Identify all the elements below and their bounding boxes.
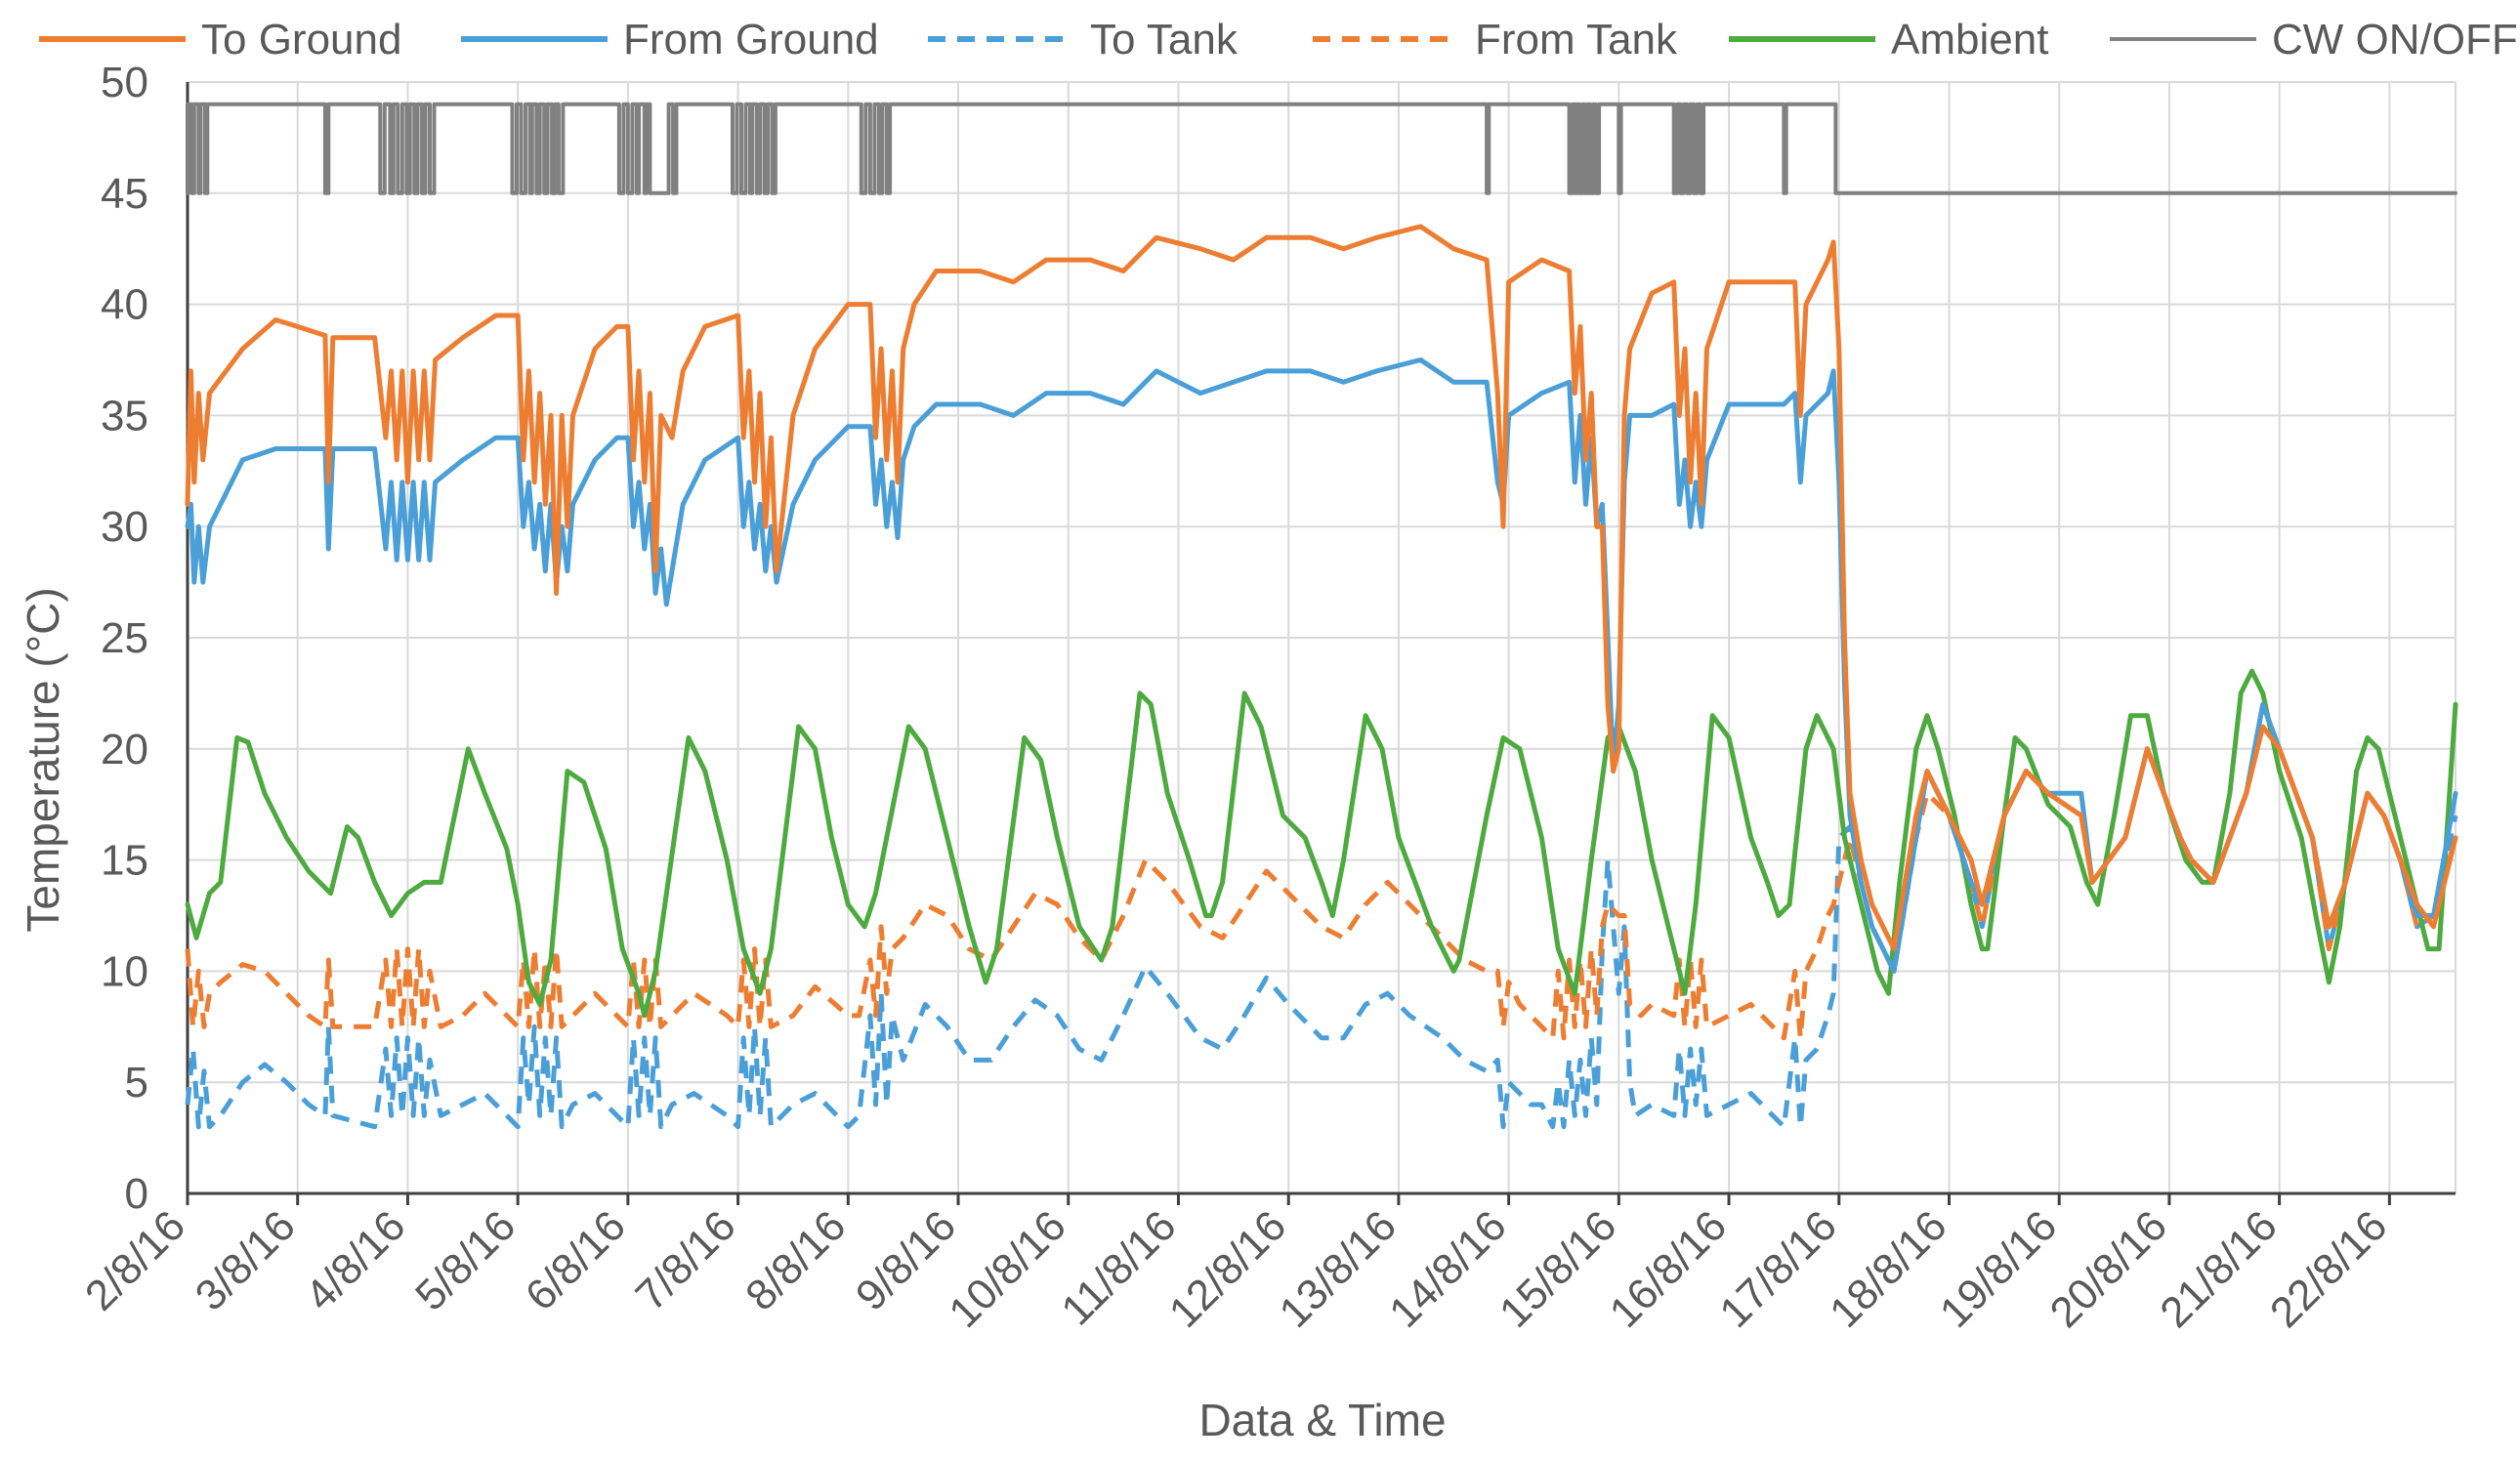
plot-area: [185, 102, 2458, 1130]
series-line-cw-on-off: [186, 102, 2457, 195]
axes: [186, 82, 2456, 1205]
y-tick-label: 50: [101, 59, 148, 106]
y-tick-label: 10: [101, 947, 148, 995]
y-tick-label: 20: [101, 726, 148, 773]
y-axis-title: Temperature (°C): [18, 587, 68, 932]
series-line-to-tank: [185, 701, 2458, 1130]
y-tick-label: 25: [101, 614, 148, 662]
legend-label: To Ground: [201, 16, 401, 63]
y-tick-labels: 0 5 10 15 20 25 30 35 40 45 50: [101, 59, 148, 1218]
gridlines: [188, 81, 2457, 1194]
y-tick-label: 45: [101, 170, 148, 218]
y-tick-label: 40: [101, 281, 148, 329]
legend: To Ground From Ground To Tank From Tank Ambi…: [39, 16, 2518, 63]
legend-label: CW ON/OFF: [2272, 16, 2518, 63]
y-tick-label: 35: [101, 392, 148, 439]
legend-label: From Tank: [1475, 16, 1678, 63]
legend-label: To Tank: [1090, 16, 1239, 63]
legend-label: Ambient: [1891, 16, 2048, 63]
legend-label: From Ground: [623, 16, 879, 63]
y-tick-label: 30: [101, 503, 148, 551]
y-tick-label: 5: [125, 1059, 148, 1107]
y-tick-label: 0: [125, 1170, 148, 1218]
x-axis-title: Data & Time: [1198, 1395, 1446, 1445]
series-line-ambient: [185, 668, 2458, 1019]
y-tick-label: 15: [101, 837, 148, 885]
series-line-to-ground: [185, 224, 2458, 952]
